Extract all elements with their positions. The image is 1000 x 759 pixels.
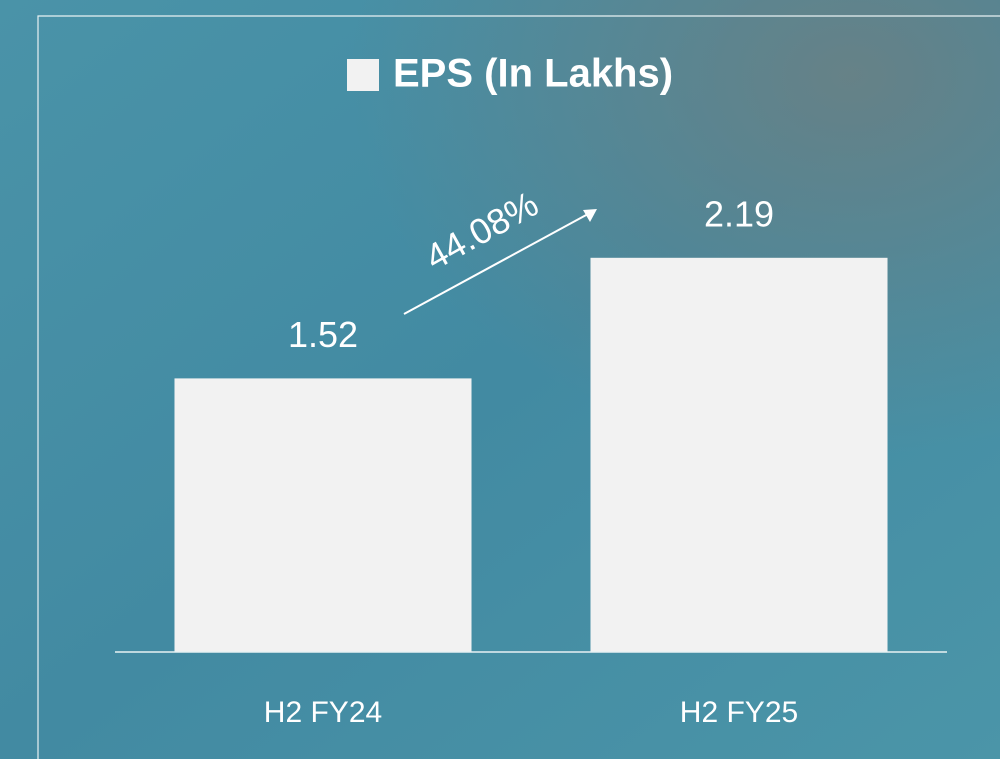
value-label: 1.52 (288, 314, 358, 355)
legend-label: EPS (In Lakhs) (393, 52, 673, 96)
legend: EPS (In Lakhs) (347, 52, 673, 96)
x-tick-label: H2 FY25 (680, 696, 798, 729)
arrow-line (403, 213, 589, 315)
bar (590, 257, 888, 652)
bar (174, 378, 472, 652)
value-label: 2.19 (704, 193, 774, 234)
legend-swatch (347, 59, 379, 91)
arrow-head (583, 209, 597, 222)
x-tick-label: H2 FY24 (264, 696, 382, 729)
frame (37, 15, 1000, 759)
